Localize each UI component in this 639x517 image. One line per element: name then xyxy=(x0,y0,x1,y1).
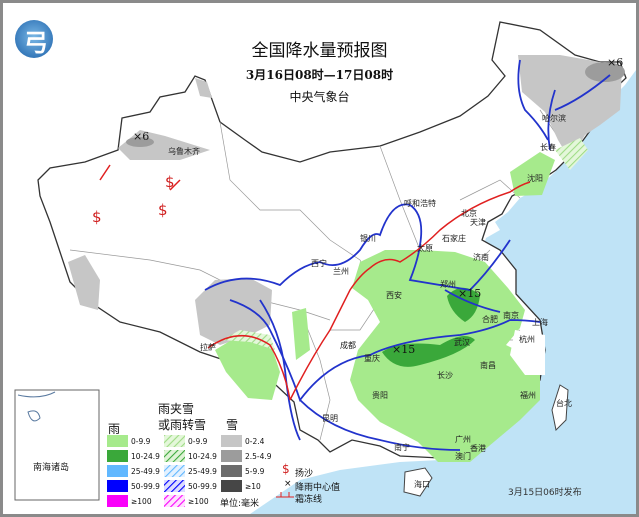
city-label: 海口 xyxy=(414,480,430,489)
city-label: 长春 xyxy=(540,143,556,152)
cma-logo: 弓 xyxy=(15,20,53,58)
city-label: 南京 xyxy=(503,311,519,320)
inset-coast xyxy=(17,391,56,422)
legend-label: 10-24.9 xyxy=(188,452,217,461)
rain-center-chongqing: ×15 xyxy=(392,343,416,356)
svg-text:$: $ xyxy=(92,208,102,226)
city-label: 合肥 xyxy=(482,315,498,324)
legend-label: 0-9.9 xyxy=(188,437,208,446)
frost-line-icon xyxy=(276,492,294,498)
map-title: 全国降水量预报图 xyxy=(251,41,388,61)
forecast-period: 3月16日08时—17日08时 xyxy=(245,68,394,82)
snow-center-northeast: ×6 xyxy=(607,56,624,69)
city-label: 济南 xyxy=(473,253,489,262)
legend-label: ≥100 xyxy=(188,497,209,506)
city-label: 香港 xyxy=(470,444,486,453)
legend-swatch-rain-moderate xyxy=(107,450,128,462)
city-label: 西宁 xyxy=(311,259,327,268)
legend-label: ≥10 xyxy=(245,482,261,491)
city-label: 福州 xyxy=(520,391,536,400)
hainan xyxy=(403,467,433,497)
city-label: 乌鲁木齐 xyxy=(168,147,200,156)
legend-mixed-title: 雨夹雪 xyxy=(158,402,195,416)
city-label: 西安 xyxy=(386,291,402,300)
legend-center: 降雨中心值 xyxy=(295,483,341,493)
legend-swatch-snow-moderate xyxy=(221,450,242,462)
legend-label: ≥100 xyxy=(131,497,152,506)
issue-time: 3月15日06时发布 xyxy=(508,488,582,498)
legend-snow-title: 雪 xyxy=(226,418,239,432)
city-label: 贵阳 xyxy=(372,391,388,400)
legend-label: 5-9.9 xyxy=(245,467,265,476)
legend-label: 50-99.9 xyxy=(131,482,160,491)
city-label: 石家庄 xyxy=(442,234,466,243)
city-label: 武汉 xyxy=(454,338,470,347)
legend-unit: 单位:毫米 xyxy=(220,499,260,509)
rivers xyxy=(204,59,611,451)
legend-sandstorm: 扬沙 xyxy=(295,469,314,479)
taiwan xyxy=(551,384,569,432)
city-label: 银川 xyxy=(360,234,376,243)
legend-label: 25-49.9 xyxy=(131,467,160,476)
city-label: 重庆 xyxy=(364,354,380,363)
legend-label: 2.5-4.9 xyxy=(245,452,272,461)
city-label: 兰州 xyxy=(333,267,349,276)
legend-swatch-snow-heavy xyxy=(221,465,242,477)
legend-swatch-snow-blizzard xyxy=(221,480,242,492)
issuer: 中央气象台 xyxy=(289,90,350,104)
city-label: 成都 xyxy=(340,341,356,350)
city-label: 天津 xyxy=(470,218,486,227)
center-cross-icon: × xyxy=(284,479,292,489)
legend-swatch-snow-light xyxy=(221,435,242,447)
legend-swatch-rain-light xyxy=(107,435,128,447)
city-label: 呼和浩特 xyxy=(404,199,436,208)
city-label: 澳门 xyxy=(455,452,471,461)
legend-mixed-swatches xyxy=(164,435,185,507)
rain-center-henan: ×15 xyxy=(458,287,482,300)
inset-label: 南海诸岛 xyxy=(33,463,70,473)
sea xyxy=(250,70,636,514)
city-label: 太原 xyxy=(417,244,433,253)
city-label: 台北 xyxy=(556,399,572,408)
legend-label: 25-49.9 xyxy=(188,467,217,476)
city-label: 拉萨 xyxy=(200,343,216,352)
city-label: 上海 xyxy=(532,318,548,327)
legend-swatch-rain-rainstorm xyxy=(107,480,128,492)
legend-label: 0-9.9 xyxy=(131,437,151,446)
city-label: 沈阳 xyxy=(527,174,543,183)
sandstorm-icon: $ xyxy=(282,462,290,476)
legend-label: 0-2.4 xyxy=(245,437,265,446)
legend-label: 10-24.9 xyxy=(131,452,160,461)
legend-label: 50-99.9 xyxy=(188,482,217,491)
city-label: 南宁 xyxy=(394,443,410,452)
city-label: 长沙 xyxy=(437,371,453,380)
city-label: 北京 xyxy=(461,209,477,218)
city-label: 哈尔滨 xyxy=(542,114,566,123)
svg-text:$: $ xyxy=(158,201,168,219)
legend-frost: 霜冻线 xyxy=(295,495,323,505)
legend-swatch-rain-heavy xyxy=(107,465,128,477)
snow-center-xinjiang: ×6 xyxy=(133,130,150,143)
city-label: 广州 xyxy=(455,435,471,444)
city-label: 郑州 xyxy=(440,280,456,289)
svg-text:$: $ xyxy=(165,173,175,191)
sandstorm-symbols: $ $ $ xyxy=(92,173,175,226)
inset-frame xyxy=(14,389,100,501)
frost-line xyxy=(99,164,531,401)
city-label: 杭州 xyxy=(519,335,535,344)
legend-swatch-rain-extreme xyxy=(107,495,128,507)
snow-areas xyxy=(68,55,625,345)
legend-mixed-title-2: 或雨转雪 xyxy=(158,418,207,432)
city-label: 昆明 xyxy=(322,414,338,423)
legend-rain-title: 雨 xyxy=(108,422,121,436)
city-label: 南昌 xyxy=(480,361,496,370)
